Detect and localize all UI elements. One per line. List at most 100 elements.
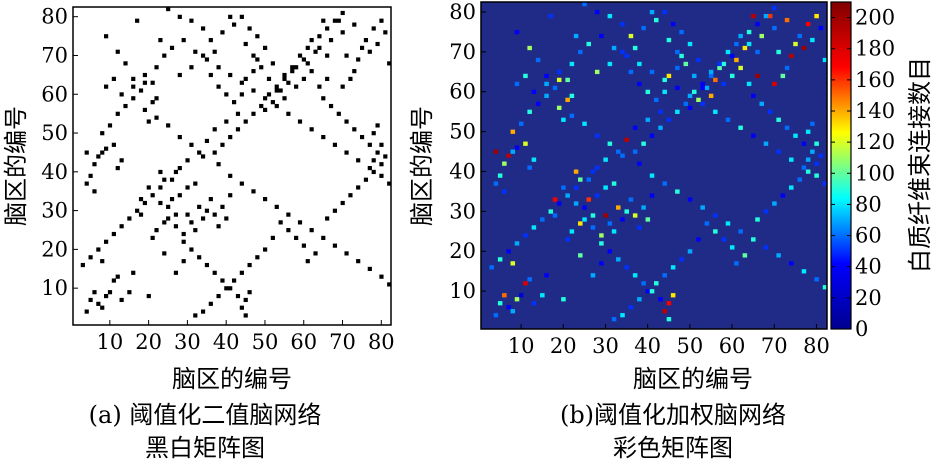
matrix-cell [776, 117, 781, 122]
matrix-cell [247, 262, 252, 268]
matrix-cell [772, 81, 777, 87]
matrix-cell [216, 162, 221, 167]
matrix-cell [255, 57, 260, 62]
matrix-cell [232, 100, 237, 105]
matrix-cell [569, 113, 575, 118]
matrix-cell [294, 65, 299, 70]
matrix-cell [371, 158, 376, 163]
matrix-cell [700, 205, 705, 210]
matrix-cell [204, 262, 210, 268]
matrix-cell [582, 217, 587, 222]
matrix-cell [763, 13, 769, 19]
matrix-cell [514, 145, 520, 150]
matrix-cell [497, 173, 503, 178]
matrix-cell [313, 251, 318, 256]
matrix-cell [220, 278, 225, 283]
matrix-cell [535, 101, 541, 106]
matrix-cell [776, 253, 781, 258]
colorbar-tick-label: 0 [855, 317, 868, 341]
matrix-cell [286, 80, 291, 85]
matrix-cell [780, 193, 786, 198]
matrix-cell [586, 197, 592, 202]
matrix-cell [763, 209, 769, 214]
matrix-cell [641, 205, 646, 210]
matrix-cell [294, 235, 299, 240]
matrix-cell [801, 269, 807, 274]
matrix-cell [189, 142, 194, 147]
matrix-cell [142, 72, 147, 78]
matrix-cell [263, 107, 268, 113]
matrix-cell [321, 235, 326, 240]
colorbar-tick-label: 120 [855, 130, 895, 154]
matrix-cell [212, 270, 217, 275]
matrix-cell [204, 208, 210, 213]
matrix-cell [624, 209, 629, 214]
matrix-cell [348, 76, 353, 81]
matrix-cell [675, 85, 680, 91]
matrix-cell [759, 33, 765, 39]
matrix-cell [658, 125, 663, 130]
matrix-cell [278, 220, 283, 225]
matrix-cell [162, 220, 167, 225]
y-tick-label: 10 [449, 279, 476, 303]
matrix-cell [266, 76, 272, 81]
matrix-cell [158, 200, 163, 206]
matrix-cell [263, 96, 268, 101]
matrix-cell [578, 49, 583, 55]
matrix-cell [662, 9, 667, 15]
matrix-cell [594, 133, 600, 138]
matrix-cell [746, 29, 752, 35]
matrix-cell [616, 257, 621, 262]
matrix-cell [92, 290, 97, 295]
matrix-cell [383, 154, 388, 159]
matrix-cell [645, 289, 651, 294]
y-tick-label: 20 [41, 237, 68, 261]
matrix-cell [649, 69, 655, 75]
matrix-cell [146, 185, 151, 190]
matrix-cell [755, 21, 760, 27]
matrix-cell [173, 169, 179, 175]
matrix-cell [518, 293, 524, 298]
matrix-cell [590, 273, 596, 278]
matrix-cell [321, 18, 326, 23]
x-tick-label: 80 [368, 330, 395, 354]
matrix-cell [379, 274, 384, 279]
matrix-cell [502, 293, 507, 298]
matrix-cell [305, 61, 310, 66]
matrix-cell [104, 34, 109, 39]
matrix-cell [776, 49, 781, 55]
matrix-cell [510, 309, 516, 314]
matrix-cell [239, 14, 244, 19]
matrix-cell [789, 53, 794, 59]
matrix-cell [123, 103, 128, 109]
matrix-cell [336, 18, 341, 23]
matrix-cell [641, 281, 646, 286]
matrix-cell [544, 81, 549, 87]
matrix-cell [200, 26, 206, 31]
matrix-cell [255, 255, 260, 260]
matrix-cell [177, 193, 182, 198]
matrix-cell [603, 185, 608, 190]
matrix-cell [654, 97, 659, 102]
matrix-cell [208, 301, 213, 306]
matrix-cell [746, 41, 752, 47]
matrix-cell [379, 142, 384, 147]
matrix-cell [332, 208, 338, 213]
matrix-cell [332, 18, 338, 23]
matrix-cell [232, 22, 237, 27]
matrix-cell [111, 142, 116, 147]
x-tick-label: 50 [252, 330, 279, 354]
matrix-cell [683, 101, 689, 106]
matrix-cell [670, 21, 676, 27]
matrix-cell [810, 121, 815, 126]
matrix-cell [356, 259, 361, 264]
matrix-cell [594, 165, 600, 170]
matrix-cell [632, 45, 638, 51]
matrix-cell [628, 33, 634, 39]
matrix-cell [569, 229, 575, 234]
matrix-cell [193, 49, 198, 54]
matrix-cell [371, 131, 376, 136]
matrix-cell [208, 38, 213, 43]
matrix-cell [641, 25, 646, 31]
matrix-cell [746, 81, 752, 87]
